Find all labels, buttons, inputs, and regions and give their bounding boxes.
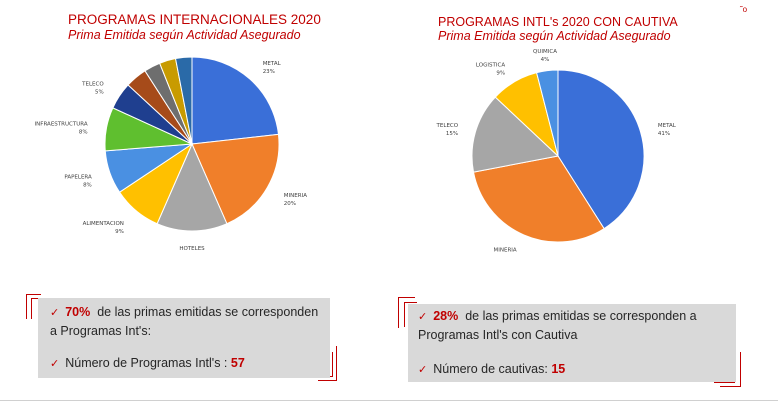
left-line2-text: Número de Programas Intl's : — [65, 356, 228, 370]
right-line1-text: de las primas emitidas se corresponden a… — [418, 309, 697, 342]
right-chart-title: PROGRAMAS INTL's 2020 CON CAUTIVA — [438, 15, 678, 29]
left-pie-label-2: HOTELES — [179, 246, 205, 252]
right-chart-subtitle: Prima Emitida según Actividad Asegurado — [438, 29, 671, 44]
checkmark-icon: ✓ — [418, 364, 428, 376]
checkmark-icon: ✓ — [418, 311, 428, 323]
left-line2-number: 57 — [230, 356, 245, 370]
left-pie-slice-10 — [174, 56, 193, 145]
left-pie-pct-3: 9% — [115, 229, 124, 235]
right-pie-label-4: QUIMICA — [533, 49, 557, 55]
right-box-bracket-top — [398, 297, 415, 328]
left-pie-pct-0: 23% — [263, 69, 275, 75]
right-line2-number: 15 — [551, 362, 566, 376]
left-pie-slice-0 — [191, 56, 280, 145]
left-pie-label-1: MINERIA — [284, 193, 307, 199]
left-line1-text: de las primas emitidas se corresponden a… — [50, 305, 319, 338]
right-pie-slice-2 — [471, 96, 560, 173]
right-line1-number: 28% — [433, 309, 459, 323]
checkmark-icon: ✓ — [50, 358, 60, 370]
right-pie-label-0: METAL — [658, 123, 677, 129]
right-summary-box: ✓ 28% de las primas emitidas se correspon… — [408, 304, 736, 382]
left-line1: ✓ 70% de las primas emitidas se correspon… — [50, 303, 320, 340]
left-chart-title: PROGRAMAS INTERNACIONALES 2020 — [68, 12, 321, 27]
right-pie-pct-0: 41% — [658, 131, 670, 137]
right-pie-label-2: TELECO — [436, 123, 459, 129]
left-pie-slice-2 — [156, 142, 228, 232]
left-line2: ✓ Número de Programas Intl's : 57 — [50, 354, 320, 373]
left-pie-label-6: TELECO — [81, 81, 104, 87]
bottom-divider — [0, 400, 778, 401]
right-pie-label-3: LOGISTICA — [476, 63, 505, 69]
left-pie-pct-4: 8% — [83, 183, 92, 189]
right-line2: ✓ Número de cautivas: 15 — [418, 360, 730, 379]
left-pie-pct-1: 20% — [284, 201, 296, 207]
left-pie-label-5: INFRAESTRUCTURA — [35, 122, 88, 128]
right-pie-label-1: MINERIA — [494, 247, 517, 253]
right-pie-pct-4: 4% — [541, 57, 550, 63]
left-pie-slice-1 — [191, 133, 280, 225]
right-box-bracket-bottom — [720, 352, 741, 387]
left-box-bracket-bottom — [318, 346, 337, 381]
left-pie-pct-5: 8% — [79, 130, 88, 136]
checkmark-icon: ✓ — [50, 307, 60, 319]
right-pie-pct-2: 15% — [446, 131, 458, 137]
left-chart-title-block: PROGRAMAS INTERNACIONALES 2020 Prima Emi… — [68, 12, 321, 42]
left-line1-number: 70% — [65, 305, 91, 319]
right-line2-text: Número de cautivas: — [433, 362, 548, 376]
left-chart-subtitle: Prima Emitida según Actividad Asegurado — [68, 27, 301, 42]
right-pie-slice-4 — [536, 69, 559, 157]
left-summary-box: ✓ 70% de las primas emitidas se correspon… — [38, 298, 330, 378]
right-chart-title-block: PROGRAMAS INTL's 2020 CON CAUTIVA Prima … — [438, 15, 678, 44]
left-pie-label-0: METAL — [263, 61, 282, 67]
right-line1: ✓ 28% de las primas emitidas se correspon… — [418, 307, 730, 344]
corner-mark: ˜o — [740, 5, 748, 14]
right-pie-slice-1 — [472, 155, 605, 243]
left-box-bracket-top-inner — [31, 298, 42, 319]
left-pie-label-4: PAPELERA — [64, 175, 92, 181]
left-pie-pct-6: 5% — [95, 89, 104, 95]
left-box-bracket-top — [26, 294, 41, 319]
right-pie-pct-3: 9% — [496, 71, 505, 77]
right-box-bracket-top-inner — [404, 302, 417, 327]
left-pie-label-3: ALIMENTACION — [83, 221, 124, 227]
